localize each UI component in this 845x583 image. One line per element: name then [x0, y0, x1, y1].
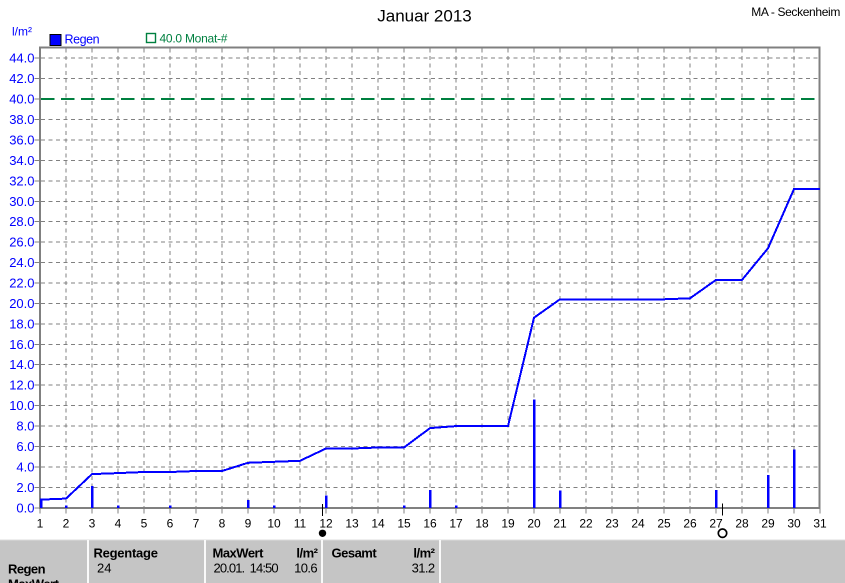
svg-text:1: 1 [37, 516, 44, 530]
svg-text:40.0 Monat-#: 40.0 Monat-# [160, 32, 228, 46]
svg-text:13: 13 [345, 516, 359, 530]
svg-text:31: 31 [813, 516, 827, 530]
svg-text:12: 12 [319, 516, 333, 530]
svg-text:Regentage: Regentage [94, 545, 158, 560]
svg-text:l/m²: l/m² [12, 25, 32, 39]
svg-text:7: 7 [193, 516, 200, 530]
svg-text:20.01. 14:50: 20.01. 14:50 [214, 561, 279, 576]
svg-text:23: 23 [605, 516, 619, 530]
svg-text:MA - Seckenheim: MA - Seckenheim [751, 5, 840, 19]
svg-text:MaxWert: MaxWert [213, 545, 265, 560]
svg-text:4.0: 4.0 [16, 459, 34, 474]
svg-text:14: 14 [371, 516, 385, 530]
svg-text:20.0: 20.0 [9, 296, 34, 311]
svg-text:2.0: 2.0 [16, 480, 34, 495]
svg-text:14.0: 14.0 [9, 357, 34, 372]
svg-text:21: 21 [553, 516, 567, 530]
svg-text:30.0: 30.0 [9, 194, 34, 209]
svg-text:8.0: 8.0 [16, 419, 34, 434]
svg-text:30: 30 [787, 516, 801, 530]
svg-text:32.0: 32.0 [9, 173, 34, 188]
svg-text:9: 9 [245, 516, 252, 530]
svg-text:MaxWert: MaxWert [8, 577, 60, 583]
svg-text:3: 3 [89, 516, 96, 530]
svg-text:15: 15 [397, 516, 411, 530]
svg-text:25: 25 [657, 516, 671, 530]
svg-text:40.0: 40.0 [9, 92, 34, 107]
svg-text:16: 16 [423, 516, 437, 530]
svg-text:4: 4 [115, 516, 122, 530]
svg-text:22: 22 [579, 516, 593, 530]
svg-text:10.0: 10.0 [9, 398, 34, 413]
svg-text:6.0: 6.0 [16, 439, 34, 454]
svg-text:24.0: 24.0 [9, 255, 34, 270]
svg-text:17: 17 [449, 516, 463, 530]
svg-text:Regen: Regen [65, 32, 100, 46]
svg-text:36.0: 36.0 [9, 132, 34, 147]
svg-text:11: 11 [294, 516, 307, 530]
svg-text:16.0: 16.0 [9, 337, 34, 352]
svg-text:18.0: 18.0 [9, 316, 34, 331]
svg-text:26: 26 [683, 516, 697, 530]
svg-text:22.0: 22.0 [9, 276, 34, 291]
svg-text:0.0: 0.0 [16, 500, 34, 515]
svg-text:Januar 2013: Januar 2013 [377, 7, 472, 26]
svg-text:38.0: 38.0 [9, 112, 34, 127]
svg-text:24: 24 [631, 516, 645, 530]
svg-text:10: 10 [267, 516, 281, 530]
svg-text:18: 18 [475, 516, 489, 530]
svg-text:19: 19 [501, 516, 515, 530]
svg-text:44.0: 44.0 [9, 51, 34, 66]
svg-text:6: 6 [167, 516, 174, 530]
svg-text:31.2: 31.2 [412, 561, 435, 576]
svg-text:5: 5 [141, 516, 148, 530]
svg-text:29: 29 [761, 516, 775, 530]
svg-text:Regen: Regen [8, 561, 46, 576]
svg-text:28.0: 28.0 [9, 214, 34, 229]
svg-text:8: 8 [219, 516, 226, 530]
svg-text:l/m²: l/m² [296, 545, 318, 560]
svg-text:20: 20 [527, 516, 541, 530]
svg-text:28: 28 [735, 516, 749, 530]
svg-text:2: 2 [63, 516, 70, 530]
svg-text:27: 27 [709, 516, 723, 530]
svg-text:Gesamt: Gesamt [332, 545, 378, 560]
svg-text:24: 24 [97, 561, 111, 576]
svg-text:34.0: 34.0 [9, 153, 34, 168]
svg-text:l/m²: l/m² [413, 545, 435, 560]
svg-text:12.0: 12.0 [9, 378, 34, 393]
svg-text:26.0: 26.0 [9, 235, 34, 250]
svg-text:10.6: 10.6 [294, 561, 317, 576]
svg-text:42.0: 42.0 [9, 71, 34, 86]
